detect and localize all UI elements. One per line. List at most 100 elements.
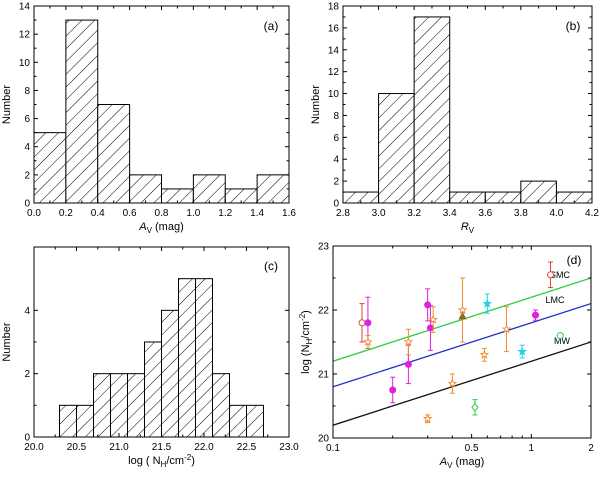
panel-c: 20.0 20.5 21.0 21.5 22.0 22.5 23.0 0 2 4 (c) log ( … bbox=[1, 246, 299, 469]
y-axis-label: Number bbox=[1, 85, 13, 124]
panel-d: SMC LMC MW 0.1 0.5 1 2 20 21 22 23 (d) AV (mag) log (… bbox=[298, 242, 594, 471]
histogram-bar bbox=[161, 309, 179, 438]
y-tick-label: 14 bbox=[19, 2, 31, 13]
data-point bbox=[363, 336, 373, 347]
histogram-bar bbox=[97, 104, 131, 204]
y-tick-label: 16 bbox=[328, 23, 340, 34]
trend-line-mw bbox=[333, 341, 591, 426]
data-point bbox=[532, 311, 540, 319]
y-tick-label: 4 bbox=[333, 155, 339, 166]
x-tick-label: 0.6 bbox=[123, 208, 137, 219]
x-tick-label: 1 bbox=[529, 443, 535, 454]
y-axis-label: log (NH/cm-2) bbox=[298, 310, 314, 374]
y-axis-label: Number bbox=[1, 322, 13, 361]
histogram-bar bbox=[520, 180, 557, 204]
data-point bbox=[358, 319, 366, 327]
x-tick-label: 0.4 bbox=[91, 208, 105, 219]
x-tick-label: 3.0 bbox=[372, 208, 386, 219]
x-tick-label: 1.0 bbox=[186, 208, 200, 219]
line-label-lmc: LMC bbox=[545, 295, 565, 305]
x-tick-label: 0.1 bbox=[326, 443, 340, 454]
data-point bbox=[389, 386, 397, 394]
panel-b: 2.8 3.0 3.2 3.4 3.6 3.8 4.0 4.2 0 2 4 6 8 10 12 14 16 18 (… bbox=[310, 2, 599, 236]
x-tick-label: 21.0 bbox=[109, 442, 129, 453]
trend-line-smc bbox=[333, 277, 591, 362]
trend-line-lmc bbox=[333, 302, 591, 388]
y-tick-label: 10 bbox=[19, 58, 31, 69]
histogram-bar bbox=[144, 341, 162, 438]
x-tick-label: 0.2 bbox=[59, 208, 73, 219]
x-axis-label: AV (mag) bbox=[439, 456, 484, 470]
y-tick-label: 2 bbox=[333, 177, 339, 188]
x-tick-label: 4.0 bbox=[549, 208, 563, 219]
y-tick-label: 21 bbox=[318, 370, 330, 381]
data-point bbox=[501, 324, 512, 334]
panel-label: (b) bbox=[566, 19, 581, 33]
histogram-bar bbox=[192, 174, 226, 204]
x-tick-label: 0.5 bbox=[465, 443, 479, 454]
y-tick-label: 6 bbox=[333, 133, 339, 144]
y-tick-label: 8 bbox=[333, 111, 339, 122]
y-tick-label: 4 bbox=[24, 306, 30, 317]
y-tick-label: 22 bbox=[318, 306, 330, 317]
x-axis-label: log ( NH/cm-2) bbox=[128, 453, 195, 469]
histogram-bar bbox=[246, 404, 264, 438]
data-point bbox=[471, 402, 479, 412]
histogram-bar bbox=[178, 278, 196, 438]
x-tick-label: 1.4 bbox=[250, 208, 264, 219]
y-tick-label: 4 bbox=[24, 142, 30, 153]
y-tick-label: 10 bbox=[328, 89, 340, 100]
x-tick-label: 4.2 bbox=[585, 208, 599, 219]
data-point bbox=[426, 324, 434, 332]
x-tick-label: 2 bbox=[588, 443, 594, 454]
y-tick-label: 0 bbox=[333, 199, 339, 210]
data-point bbox=[479, 349, 490, 359]
histogram-bar bbox=[127, 373, 145, 438]
y-tick-label: 2 bbox=[24, 170, 30, 181]
data-point bbox=[404, 360, 412, 368]
histogram-bar bbox=[129, 174, 162, 204]
x-tick-label: 22.0 bbox=[194, 442, 214, 453]
data-point bbox=[422, 413, 433, 423]
histogram-bar bbox=[229, 404, 247, 438]
panel-a: 0.0 0.2 0.4 0.6 0.8 1.0 1.2 1.4 1.6 0 2 4 6 8 10 12 14 (a… bbox=[1, 2, 296, 236]
x-tick-label: 22.5 bbox=[237, 442, 257, 453]
plot-area bbox=[333, 277, 591, 426]
y-tick-label: 6 bbox=[24, 114, 30, 125]
y-tick-label: 0 bbox=[24, 433, 30, 444]
x-tick-label: 3.6 bbox=[478, 208, 492, 219]
panel-label: (d) bbox=[567, 253, 582, 267]
panel-label: (c) bbox=[264, 259, 278, 273]
data-point bbox=[424, 301, 432, 309]
histogram-bar bbox=[413, 16, 451, 204]
x-tick-label: 20.0 bbox=[24, 442, 44, 453]
y-tick-label: 12 bbox=[328, 67, 340, 78]
x-tick-label: 0.0 bbox=[27, 208, 41, 219]
data-point bbox=[482, 298, 493, 308]
x-tick-label: 3.8 bbox=[514, 208, 528, 219]
line-label-smc: SMC bbox=[550, 270, 571, 280]
x-tick-label: 1.6 bbox=[282, 208, 296, 219]
histogram-bar bbox=[256, 174, 290, 204]
y-tick-label: 18 bbox=[328, 2, 340, 13]
x-tick-label: 1.2 bbox=[218, 208, 232, 219]
x-axis-label: AV (mag) bbox=[138, 221, 183, 235]
x-tick-label: 20.5 bbox=[67, 442, 87, 453]
y-tick-label: 12 bbox=[19, 30, 31, 41]
x-tick-label: 23.0 bbox=[279, 442, 299, 453]
histogram-bar bbox=[110, 373, 128, 438]
data-point bbox=[457, 304, 468, 315]
y-tick-label: 20 bbox=[318, 434, 330, 445]
y-tick-label: 0 bbox=[24, 199, 30, 210]
y-tick-label: 23 bbox=[318, 242, 330, 253]
data-point bbox=[447, 378, 458, 388]
line-label-mw: MW bbox=[554, 336, 570, 346]
data-point bbox=[428, 314, 439, 324]
x-tick-label: 2.8 bbox=[336, 208, 350, 219]
x-tick-label: 3.4 bbox=[443, 208, 457, 219]
data-point bbox=[403, 336, 414, 347]
histogram-bar bbox=[212, 373, 230, 438]
histogram-bar bbox=[76, 404, 94, 438]
data-point bbox=[556, 332, 564, 340]
